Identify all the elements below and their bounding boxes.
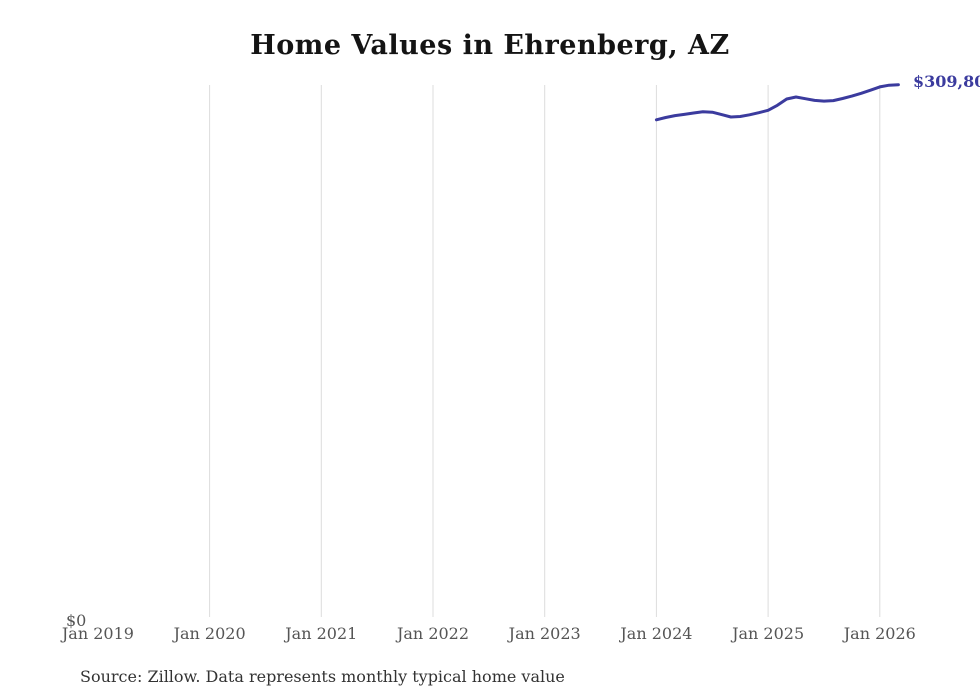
x-axis-tick-labels-group: Jan 2019 Jan 2020 Jan 2021 Jan 2022 Jan 2023… (60, 624, 916, 643)
source-note: Source: Zillow. Data represents monthly … (80, 667, 565, 686)
x-tick-label: Jan 2026 (842, 624, 916, 643)
x-tick-label: Jan 2023 (507, 624, 581, 643)
x-tick-label: Jan 2024 (618, 624, 692, 643)
value-line-group (654, 83, 900, 122)
y-axis-zero-label: $0 (66, 611, 87, 630)
x-tick-label: Jan 2025 (730, 624, 804, 643)
gridlines-group (209, 85, 881, 617)
x-tick-label: Jan 2019 (60, 624, 134, 643)
x-tick-label: Jan 2021 (283, 624, 357, 643)
x-tick-label: Jan 2020 (172, 624, 246, 643)
x-tick-label: Jan 2022 (395, 624, 469, 643)
value-line (654, 83, 900, 122)
line-end-value-label: $309,800 (913, 72, 980, 91)
chart-title: Home Values in Ehrenberg, AZ (250, 30, 730, 61)
